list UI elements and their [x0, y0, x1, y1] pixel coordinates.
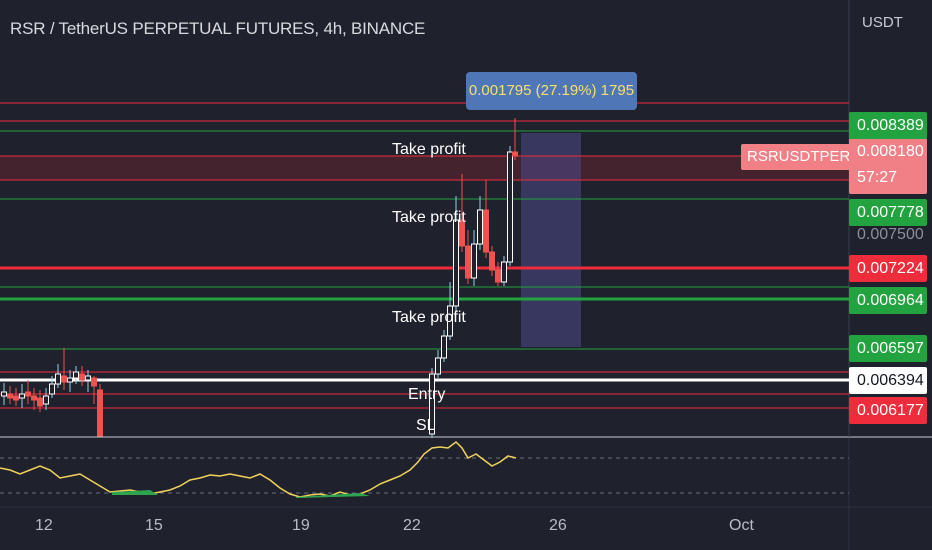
- x-axis-tick: 26: [549, 517, 567, 534]
- candle-bear: [13, 395, 19, 401]
- stop-loss-annotation: SL: [416, 417, 436, 434]
- candle-bull: [429, 373, 435, 435]
- candle-bull: [501, 261, 507, 283]
- candle-bull: [435, 357, 441, 375]
- symbol-price-label: RSRUSDTPERP: [741, 144, 867, 170]
- candle-bear: [31, 395, 37, 401]
- take-profit-annotation-1: Take profit: [392, 309, 466, 326]
- candle-bear: [512, 151, 518, 157]
- take-profit-annotation-2: Take profit: [392, 209, 466, 226]
- candle-bull: [73, 371, 79, 379]
- candle-bear: [483, 209, 489, 253]
- candle-bear: [459, 219, 465, 247]
- candle-bear: [7, 393, 13, 399]
- x-axis-tick: 19: [292, 517, 310, 534]
- candle-bull: [43, 395, 49, 405]
- candle-bear: [25, 391, 31, 397]
- candle-bull: [67, 377, 73, 383]
- x-axis-tick: Oct: [729, 517, 754, 534]
- candle-bull: [471, 243, 477, 279]
- candle-bear: [61, 375, 67, 383]
- price-tag-take-profit-2: 0.007778: [849, 199, 927, 226]
- candle-bull: [49, 383, 55, 395]
- chart-title: RSR / TetherUS PERPETUAL FUTURES, 4h, BI…: [10, 19, 426, 38]
- candle-bear: [37, 397, 43, 407]
- price-tag-take-profit-1: 0.006964: [849, 287, 927, 314]
- x-axis-tick: 12: [35, 517, 53, 534]
- x-axis-tick: 22: [403, 517, 421, 534]
- candle-bear: [97, 389, 103, 437]
- current-price-value: 0.008180: [857, 143, 924, 160]
- x-axis-tick: 15: [145, 517, 163, 534]
- price-range-measure-label[interactable]: 0.001795 (27.19%) 1795: [466, 72, 637, 110]
- price-tag-take-profit-3: 0.008389: [849, 112, 927, 139]
- price-tag-level: 0.006597: [849, 335, 927, 362]
- oscillator-oversold-marker: [112, 490, 158, 495]
- candle-bear: [91, 377, 97, 387]
- oscillator-line: [0, 441, 517, 498]
- currency-label: USDT: [862, 14, 903, 31]
- candle-bull: [1, 391, 7, 397]
- candle-bear: [465, 245, 471, 279]
- candle-bear: [79, 373, 85, 381]
- candle-bull: [441, 335, 447, 359]
- projection-box: [521, 133, 581, 347]
- candle-bull: [85, 375, 91, 381]
- entry-annotation: Entry: [408, 386, 446, 403]
- price-tag-stop-loss: 0.006177: [849, 397, 927, 424]
- price-tag-resistance: 0.007224: [849, 255, 927, 282]
- axis-price-label: 0.007500: [857, 226, 924, 243]
- candle-bull: [19, 393, 25, 399]
- candle-bear: [489, 251, 495, 271]
- candle-bear: [495, 269, 501, 283]
- candle-bull: [507, 151, 513, 263]
- candle-bull: [55, 373, 61, 385]
- candle-bull: [477, 209, 483, 245]
- price-tag-entry: 0.006394: [849, 367, 927, 394]
- resistance-zone: [0, 156, 849, 180]
- oscillator-oversold-marker: [296, 493, 370, 498]
- bar-countdown: 57:27: [857, 169, 898, 186]
- current-price-tag: 0.008180 57:27: [849, 138, 927, 194]
- take-profit-annotation-3: Take profit: [392, 141, 466, 158]
- candle-bull: [447, 305, 453, 337]
- candle-bull: [453, 219, 459, 307]
